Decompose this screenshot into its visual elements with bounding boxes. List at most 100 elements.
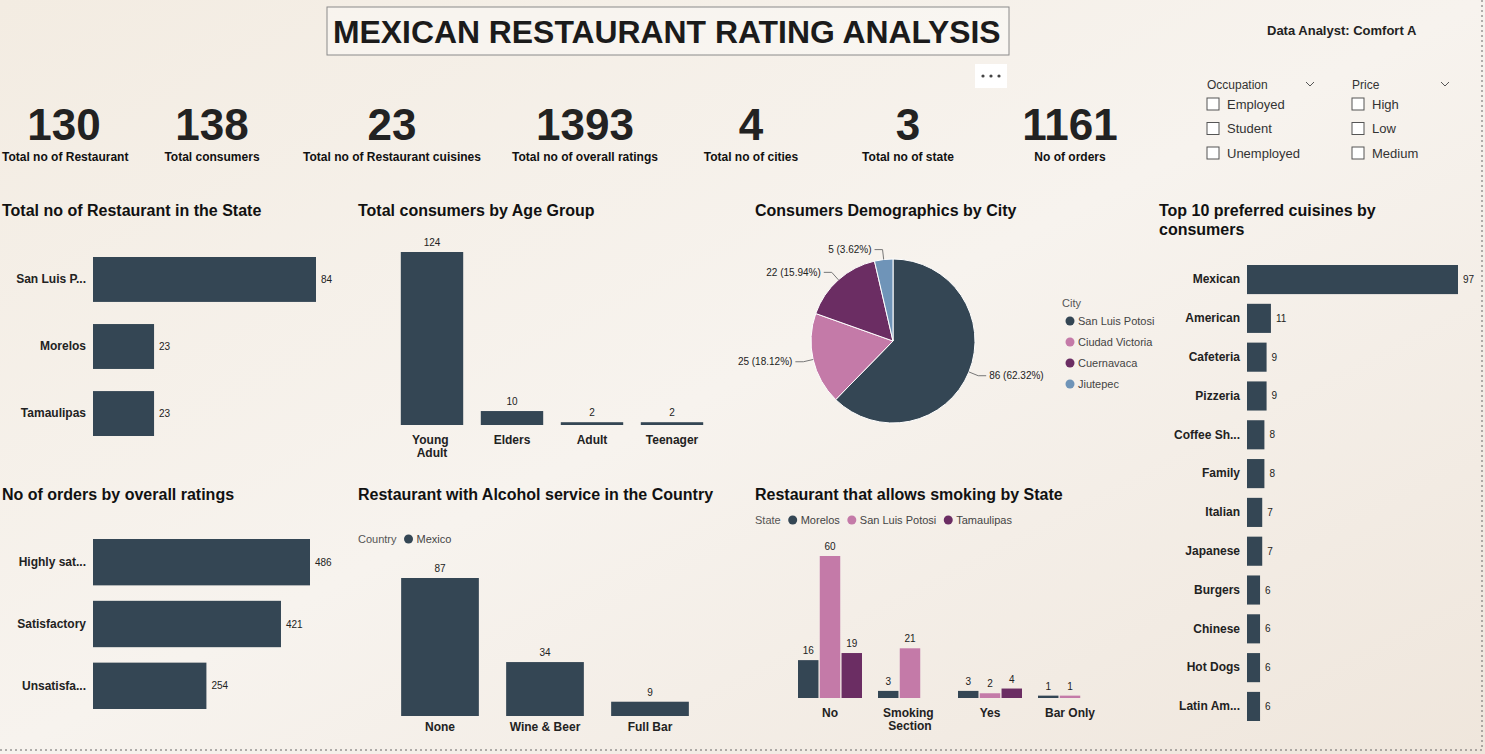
slicer-option[interactable]: Low — [1352, 121, 1396, 136]
kpi-value: 3 — [896, 100, 920, 149]
checkbox[interactable] — [1352, 123, 1364, 135]
slicer-option[interactable]: Student — [1207, 121, 1272, 136]
bar — [93, 257, 316, 302]
legend-marker — [1066, 359, 1075, 368]
data-label: 86 (62.32%) — [989, 370, 1043, 381]
tick: Chinese — [1193, 622, 1240, 636]
tick: Burgers — [1194, 583, 1240, 597]
bar — [1247, 575, 1260, 604]
tick: Teenager — [646, 433, 699, 447]
data-label: 84 — [321, 274, 333, 285]
header: MEXICAN RESTAURANT RATING ANALYSISData A… — [327, 7, 1417, 88]
bar — [1247, 304, 1271, 333]
bar — [1247, 692, 1260, 721]
tick-label: Hot Dogs — [1187, 660, 1241, 674]
data-label: 23 — [159, 408, 171, 419]
tick-label: Coffee Sh... — [1174, 428, 1240, 442]
data-label: 11 — [1276, 313, 1287, 324]
bar — [93, 601, 281, 647]
bar — [93, 324, 154, 369]
kpi-label: Total no of Restaurant — [2, 150, 128, 164]
slicer-option-label[interactable]: Student — [1227, 121, 1272, 136]
data-label: 9 — [1272, 390, 1278, 401]
more-options-dot[interactable] — [981, 74, 984, 77]
analyst: Data Analyst: Comfort A — [1267, 23, 1417, 38]
slicer-option[interactable]: Unemployed — [1207, 146, 1300, 161]
kpi-card: 1161No of orders — [1022, 100, 1117, 164]
slicer-option-label[interactable]: Unemployed — [1227, 146, 1300, 161]
checkbox[interactable] — [1352, 98, 1364, 110]
legend-entry: Mexico — [417, 533, 452, 545]
data-label: 254 — [211, 680, 228, 691]
bar — [1247, 420, 1264, 449]
kpi-value: 1393 — [536, 100, 634, 149]
checkbox[interactable] — [1207, 98, 1219, 110]
data-label: 10 — [506, 396, 518, 407]
background — [0, 0, 1485, 754]
legend-marker — [944, 516, 953, 525]
slicer: OccupationEmployedStudentUnemployed — [1207, 78, 1314, 161]
tick-label: Unsatisfa... — [22, 679, 86, 693]
more-options-bg[interactable] — [975, 64, 1007, 88]
slicer-option-label[interactable]: Low — [1372, 121, 1396, 136]
data-label: 7 — [1267, 546, 1273, 557]
more-options-dot[interactable] — [997, 74, 1000, 77]
chart-title: Total consumers by Age Group — [358, 202, 595, 219]
slicer-dropdown[interactable] — [1306, 82, 1314, 86]
tick-label: American — [1185, 311, 1240, 325]
text-line: Young — [412, 433, 452, 447]
data-label: 8 — [1269, 468, 1275, 479]
kpi-label: No of orders — [1034, 150, 1106, 164]
slicer-option[interactable]: Employed — [1207, 97, 1285, 112]
data-label: 5 (3.62%) — [828, 244, 871, 255]
kpi-card: 3Total no of state — [862, 100, 954, 164]
tick-label: Wine & Beer — [510, 720, 581, 734]
slicer-option-label[interactable]: Medium — [1372, 146, 1418, 161]
data-label: 1 — [1045, 681, 1051, 692]
tick-label: Highly sat... — [19, 555, 86, 569]
checkbox[interactable] — [1352, 147, 1364, 159]
slicer-option-label[interactable]: High — [1372, 97, 1399, 112]
title-box — [327, 7, 1009, 55]
slicer-option-label[interactable]: Employed — [1227, 97, 1285, 112]
tick: American — [1185, 311, 1240, 325]
data-label: 486 — [315, 557, 332, 568]
tick-label: Latin Am... — [1179, 699, 1240, 713]
tick-label: Japanese — [1185, 544, 1240, 558]
tick-label: San Luis P... — [16, 272, 86, 286]
tick: Elders — [494, 433, 531, 447]
border — [1482, 0, 1483, 750]
checkbox[interactable] — [1207, 123, 1219, 135]
legend-marker — [847, 516, 856, 525]
more-options[interactable] — [975, 64, 1007, 88]
data-label: 22 (15.94%) — [766, 267, 820, 278]
tick: Tamaulipas — [21, 406, 86, 420]
kpi-card: 4Total no of cities — [704, 100, 799, 164]
chart-title: Restaurant that allows smoking by State — [755, 486, 1063, 503]
chart: Consumers Demographics by City86 (62.32%… — [738, 202, 1155, 423]
plot-area — [401, 252, 703, 425]
tick: Full Bar — [628, 720, 673, 734]
slicer-dropdown[interactable] — [1441, 82, 1449, 86]
text-line: Section — [888, 719, 931, 733]
checkbox[interactable] — [1207, 147, 1219, 159]
kpi-value: 138 — [175, 100, 248, 149]
data-label: 23 — [159, 341, 171, 352]
tick: Highly sat... — [19, 555, 86, 569]
tick: Cafeteria — [1189, 350, 1241, 364]
bar — [1247, 537, 1262, 566]
tick: Hot Dogs — [1187, 660, 1241, 674]
leader-line — [795, 360, 813, 362]
data-label: 6 — [1265, 701, 1271, 712]
legend-title: State — [755, 514, 781, 526]
data-label: 3 — [885, 676, 891, 687]
x-axis: NoSmoking SectionYesBar Only — [822, 706, 1095, 733]
more-options-dot[interactable] — [989, 74, 992, 77]
kpis: 130Total no of Restaurant138Total consum… — [2, 100, 1118, 164]
bar — [1247, 653, 1260, 682]
bar — [1247, 381, 1267, 410]
slicer-option[interactable]: High — [1352, 97, 1399, 112]
slicer-option[interactable]: Medium — [1352, 146, 1418, 161]
bar — [93, 391, 154, 436]
pie: 86 (62.32%)25 (18.12%)22 (15.94%)5 (3.62… — [738, 244, 1044, 423]
